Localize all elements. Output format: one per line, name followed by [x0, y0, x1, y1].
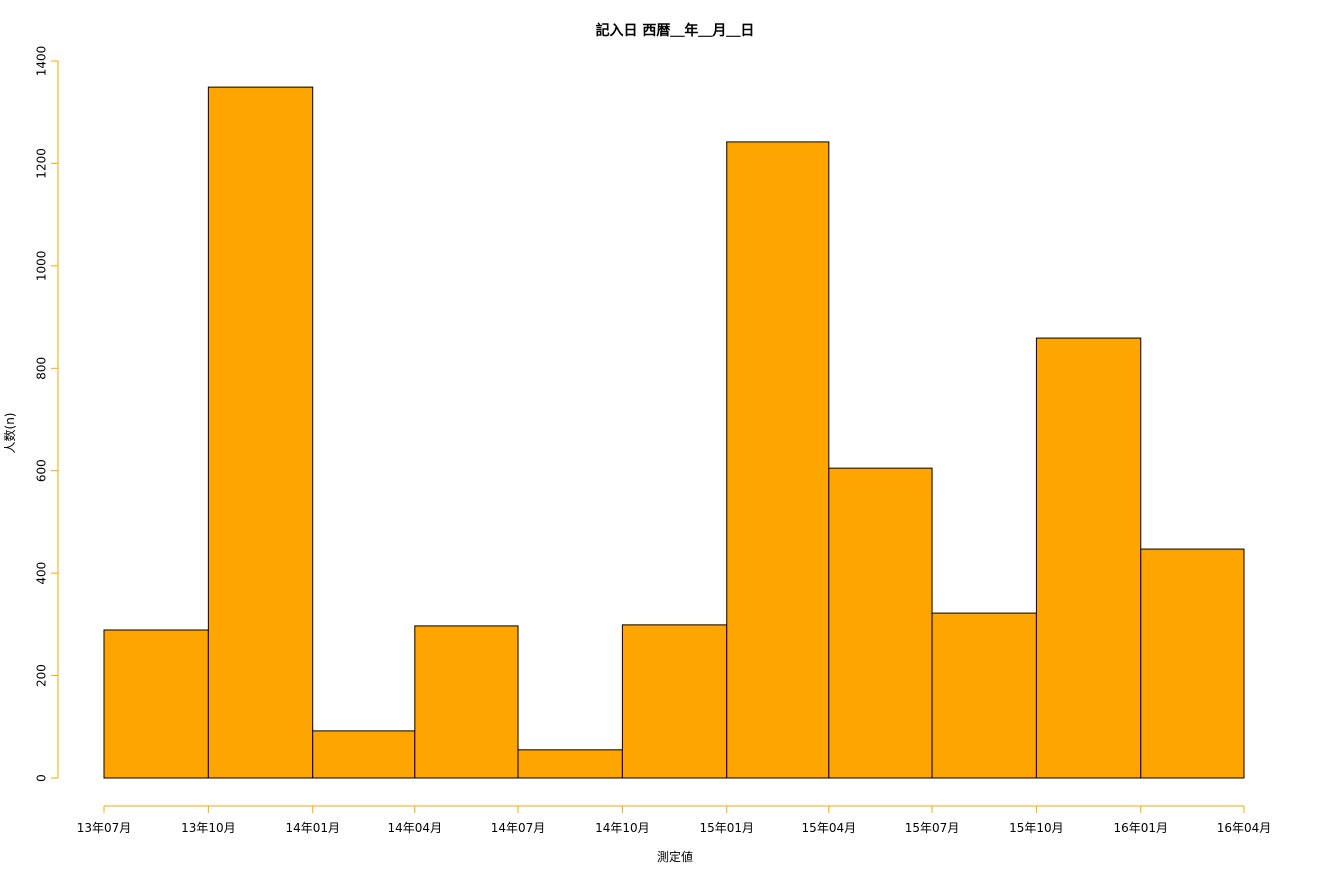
y-tick-label: 400: [35, 562, 49, 585]
y-tick-label: 800: [35, 357, 49, 380]
x-tick-label: 14年10月: [595, 821, 650, 835]
x-tick-label: 14年04月: [388, 821, 443, 835]
x-axis-label: 測定値: [657, 849, 693, 864]
bar: [931, 612, 1037, 779]
bar: [726, 141, 830, 779]
y-tick-label: 200: [35, 664, 49, 687]
bar: [207, 86, 314, 779]
bar: [1035, 337, 1142, 779]
bar: [517, 749, 623, 779]
x-tick-label: 15年10月: [1009, 821, 1064, 835]
x-tick-label: 13年10月: [181, 821, 236, 835]
x-tick-label: 14年07月: [491, 821, 546, 835]
x-tick-label: 14年01月: [285, 821, 340, 835]
x-tick-label: 16年01月: [1114, 821, 1169, 835]
bar: [414, 625, 519, 779]
bar: [621, 624, 728, 779]
y-tick-label: 1400: [35, 46, 49, 77]
bar: [312, 730, 416, 779]
x-tick-label: 15年04月: [802, 821, 857, 835]
x-tick-label: 13年07月: [77, 821, 132, 835]
chart-title: 記入日 西暦＿年＿月＿日: [596, 22, 755, 39]
y-tick-label: 1200: [35, 148, 49, 179]
x-tick-label: 15年07月: [905, 821, 960, 835]
y-tick-label: 600: [35, 459, 49, 482]
bar: [828, 467, 933, 779]
y-tick-label: 0: [35, 774, 49, 782]
bar: [1140, 548, 1245, 779]
x-tick-label: 16年04月: [1217, 821, 1272, 835]
x-tick-label: 15年01月: [699, 821, 754, 835]
bar: [103, 629, 209, 779]
y-tick-label: 1000: [35, 251, 49, 282]
y-axis-label: 人数(n): [2, 413, 17, 454]
